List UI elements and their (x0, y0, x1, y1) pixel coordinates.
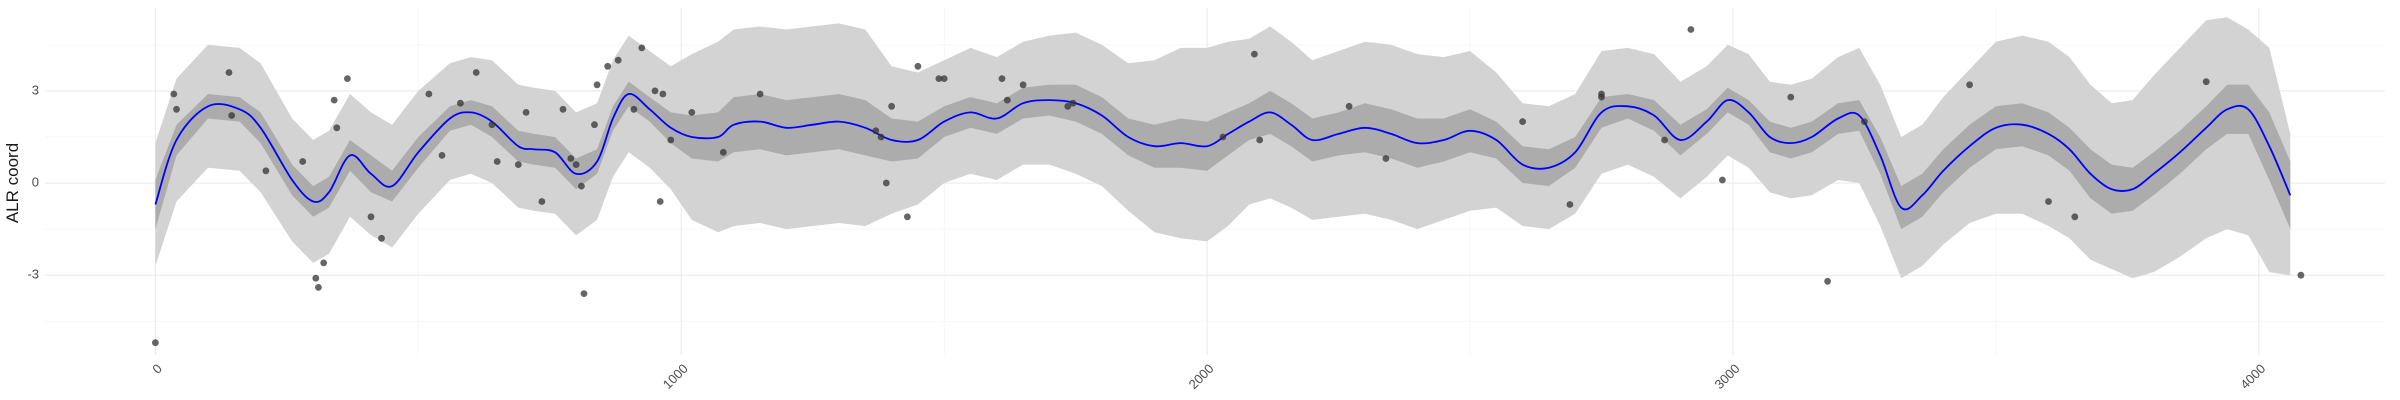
data-point (2071, 213, 2079, 221)
data-point (228, 112, 236, 119)
data-point (888, 102, 895, 110)
data-point (638, 44, 646, 52)
data-point (572, 161, 580, 169)
data-point (578, 182, 585, 190)
data-point (1256, 136, 1264, 144)
confidence-bands (155, 17, 2291, 279)
data-point (630, 105, 638, 113)
data-points (152, 26, 2305, 347)
data-point (457, 99, 464, 107)
data-point (1251, 50, 1258, 58)
data-point (940, 75, 948, 82)
data-point (1064, 102, 1072, 110)
inner-confidence-band (155, 81, 2291, 230)
data-point (173, 105, 180, 113)
data-point (593, 81, 601, 89)
data-point (262, 167, 270, 175)
data-point (425, 90, 433, 98)
data-point (538, 198, 546, 205)
data-point (472, 69, 480, 76)
data-point (1824, 277, 1831, 285)
data-point (651, 87, 659, 95)
data-point (1598, 90, 1605, 98)
data-point (1219, 133, 1227, 141)
data-point (225, 69, 233, 76)
data-point (488, 121, 496, 129)
data-point (659, 90, 667, 98)
data-point (1687, 26, 1695, 33)
data-point (2045, 198, 2052, 205)
data-point (320, 259, 328, 267)
data-point (1787, 93, 1795, 101)
data-point (1661, 136, 1668, 144)
data-point (591, 121, 598, 129)
data-point (604, 62, 612, 70)
data-point (1861, 118, 1868, 125)
data-point (330, 96, 338, 104)
data-point (567, 155, 575, 162)
data-point (1966, 81, 1973, 89)
data-point (998, 75, 1006, 82)
data-point (1566, 201, 1574, 208)
data-point (756, 90, 764, 98)
fit-line-group (154, 93, 2292, 211)
fit-line (154, 93, 2292, 211)
data-point (1382, 155, 1390, 162)
data-point (656, 198, 664, 205)
data-point (367, 213, 375, 221)
data-point (559, 105, 567, 113)
y-tick-label: -3 (27, 267, 39, 282)
data-point (1519, 118, 1526, 125)
data-point (872, 127, 880, 135)
data-point (614, 56, 622, 64)
data-point (882, 179, 890, 187)
data-point (1719, 176, 1726, 184)
data-point (170, 90, 178, 98)
data-point (378, 234, 385, 242)
data-point (333, 124, 341, 132)
data-point (315, 284, 322, 291)
data-point (580, 290, 588, 297)
data-point (877, 133, 885, 141)
data-point (522, 109, 530, 116)
data-point (312, 274, 320, 282)
data-point (2297, 271, 2305, 279)
data-point (493, 158, 501, 165)
data-point (1345, 102, 1353, 110)
y-tick-label: 3 (32, 82, 39, 97)
data-point (299, 158, 307, 165)
data-point (1069, 99, 1077, 107)
data-point (688, 109, 696, 116)
data-point (719, 148, 727, 156)
data-point (438, 152, 446, 159)
data-point (914, 62, 922, 70)
data-point (2202, 78, 2210, 86)
data-point (904, 213, 911, 221)
y-axis-title: ALR coord (3, 143, 22, 223)
y-axis-tick-labels: -3 0 3 (27, 82, 39, 281)
data-point (514, 161, 522, 169)
y-tick-label: 0 (32, 174, 39, 189)
data-point (344, 75, 351, 82)
data-point (935, 75, 943, 82)
data-point (1019, 81, 1027, 89)
data-point (1003, 96, 1011, 104)
data-point (152, 339, 159, 347)
data-point (667, 136, 675, 144)
